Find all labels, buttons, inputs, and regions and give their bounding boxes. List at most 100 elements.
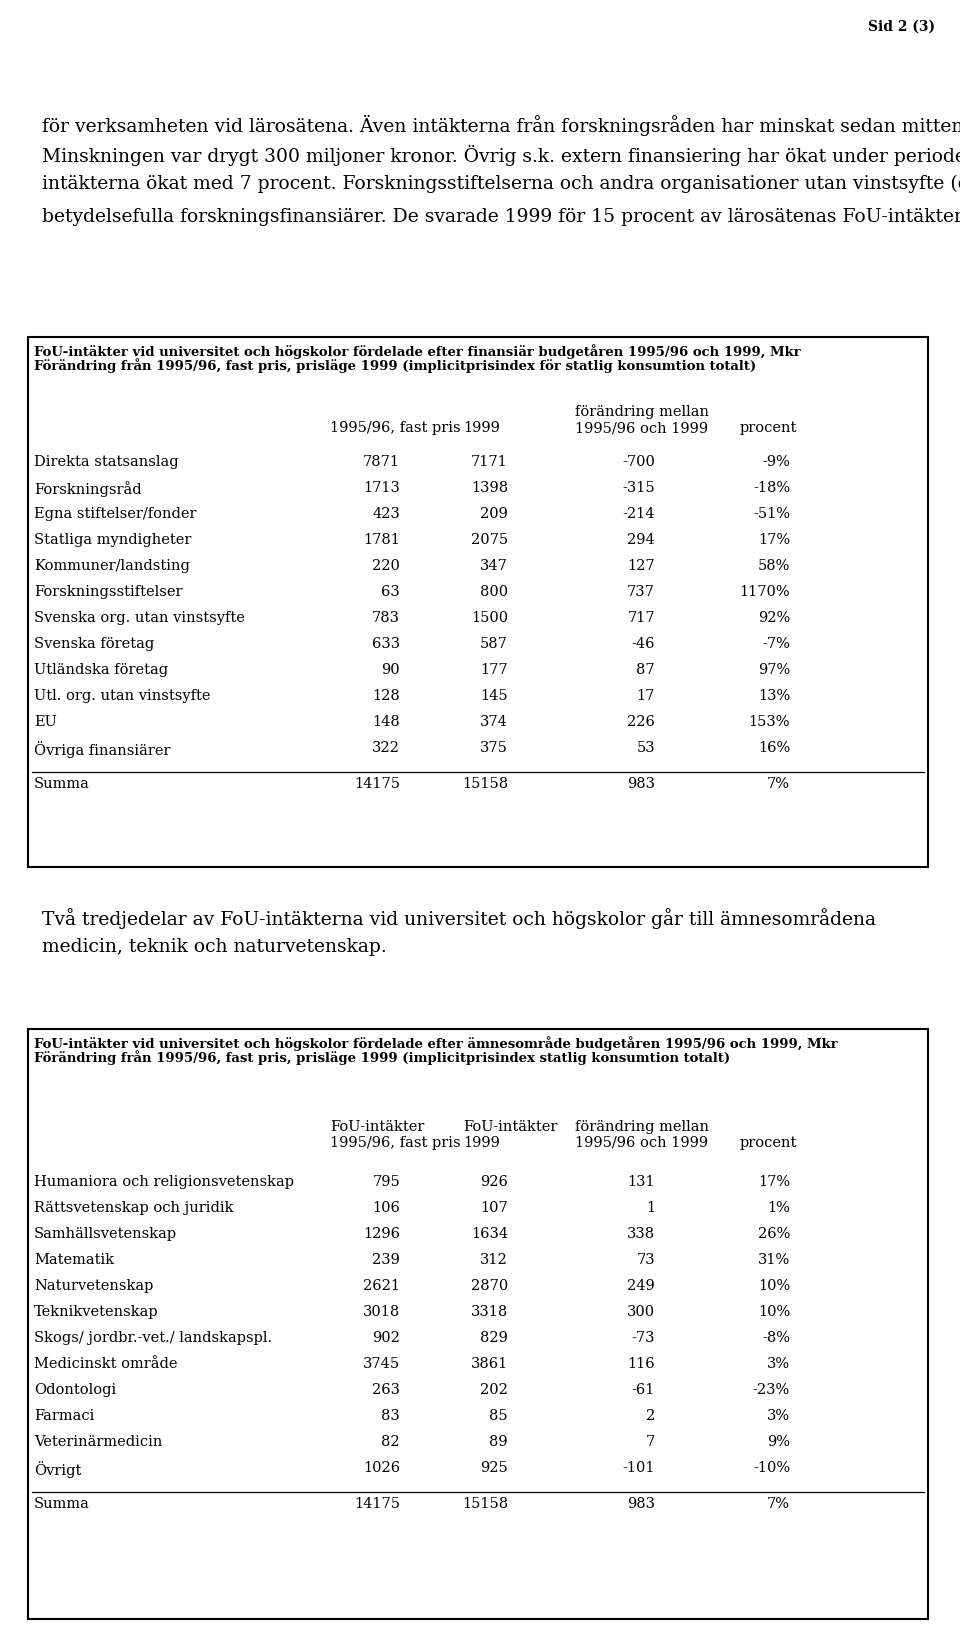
Text: Utländska företag: Utländska företag — [34, 662, 168, 676]
Text: -9%: -9% — [762, 455, 790, 469]
Text: Utl. org. utan vinstsyfte: Utl. org. utan vinstsyfte — [34, 688, 210, 703]
Text: 202: 202 — [480, 1382, 508, 1397]
Text: Samhällsvetenskap: Samhällsvetenskap — [34, 1226, 178, 1240]
Text: Forskningsstiftelser: Forskningsstiftelser — [34, 585, 182, 598]
Text: Förändring från 1995/96, fast pris, prisläge 1999 (implicitprisindex statlig kon: Förändring från 1995/96, fast pris, pris… — [34, 1050, 731, 1064]
Text: Forskningsråd: Forskningsråd — [34, 481, 142, 497]
Text: 1500: 1500 — [470, 611, 508, 624]
Text: 1: 1 — [646, 1200, 655, 1214]
Text: 800: 800 — [480, 585, 508, 598]
Text: 263: 263 — [372, 1382, 400, 1397]
Text: intäkterna ökat med 7 procent. Forskningsstiftelserna och andra organisationer u: intäkterna ökat med 7 procent. Forskning… — [42, 174, 960, 192]
Text: Egna stiftelser/fonder: Egna stiftelser/fonder — [34, 507, 197, 520]
Text: 2621: 2621 — [363, 1278, 400, 1293]
Text: 1634: 1634 — [470, 1226, 508, 1240]
Text: -46: -46 — [632, 637, 655, 650]
Text: 153%: 153% — [749, 714, 790, 729]
Text: FoU-intäkter vid universitet och högskolor fördelade efter finansiär budgetåren : FoU-intäkter vid universitet och högskol… — [34, 344, 801, 359]
Text: FoU-intäkter: FoU-intäkter — [463, 1120, 558, 1133]
Text: 294: 294 — [627, 533, 655, 546]
Text: 7871: 7871 — [363, 455, 400, 469]
Text: 2870: 2870 — [470, 1278, 508, 1293]
Text: 177: 177 — [480, 662, 508, 676]
Text: 1995/96 och 1999: 1995/96 och 1999 — [575, 421, 708, 435]
Text: Svenska org. utan vinstsyfte: Svenska org. utan vinstsyfte — [34, 611, 245, 624]
Text: Matematik: Matematik — [34, 1252, 114, 1267]
Bar — [28, 1030, 928, 1619]
Text: -315: -315 — [622, 481, 655, 494]
Text: Direkta statsanslag: Direkta statsanslag — [34, 455, 179, 469]
Text: 1296: 1296 — [363, 1226, 400, 1240]
Text: 7%: 7% — [767, 1496, 790, 1509]
Text: 13%: 13% — [757, 688, 790, 703]
Text: 1781: 1781 — [363, 533, 400, 546]
Text: 73: 73 — [636, 1252, 655, 1267]
Text: Medicinskt område: Medicinskt område — [34, 1356, 178, 1371]
Text: 220: 220 — [372, 559, 400, 572]
Text: 375: 375 — [480, 740, 508, 755]
Text: 9%: 9% — [767, 1434, 790, 1447]
Text: Svenska företag: Svenska företag — [34, 637, 155, 650]
Text: betydelsefulla forskningsfinansiärer. De svarade 1999 för 15 procent av lärosäte: betydelsefulla forskningsfinansiärer. De… — [42, 205, 960, 227]
Text: 795: 795 — [372, 1174, 400, 1188]
Text: Övriga finansiärer: Övriga finansiärer — [34, 740, 171, 758]
Text: 312: 312 — [480, 1252, 508, 1267]
Text: 97%: 97% — [757, 662, 790, 676]
Text: 15158: 15158 — [462, 776, 508, 791]
Text: 16%: 16% — [757, 740, 790, 755]
Text: 17: 17 — [636, 688, 655, 703]
Text: 116: 116 — [628, 1356, 655, 1371]
Text: 3%: 3% — [767, 1408, 790, 1421]
Text: 128: 128 — [372, 688, 400, 703]
Text: Övrigt: Övrigt — [34, 1460, 82, 1477]
Text: procent: procent — [740, 1136, 798, 1149]
Text: 717: 717 — [628, 611, 655, 624]
Text: -101: -101 — [622, 1460, 655, 1474]
Text: 2075: 2075 — [470, 533, 508, 546]
Text: 7%: 7% — [767, 776, 790, 791]
Text: 3%: 3% — [767, 1356, 790, 1371]
Text: -214: -214 — [622, 507, 655, 520]
Text: 131: 131 — [628, 1174, 655, 1188]
Text: 3018: 3018 — [363, 1304, 400, 1319]
Text: 145: 145 — [480, 688, 508, 703]
Text: 338: 338 — [627, 1226, 655, 1240]
Text: 925: 925 — [480, 1460, 508, 1474]
Text: 829: 829 — [480, 1330, 508, 1345]
Text: förändring mellan: förändring mellan — [575, 404, 709, 419]
Text: Summa: Summa — [34, 1496, 90, 1509]
Text: -7%: -7% — [762, 637, 790, 650]
Text: 26%: 26% — [757, 1226, 790, 1240]
Text: 737: 737 — [627, 585, 655, 598]
Text: Två tredjedelar av FoU-intäkterna vid universitet och högskolor går till ämnesom: Två tredjedelar av FoU-intäkterna vid un… — [42, 908, 876, 929]
Text: 53: 53 — [636, 740, 655, 755]
Text: Farmaci: Farmaci — [34, 1408, 94, 1421]
Text: Summa: Summa — [34, 776, 90, 791]
Text: 1%: 1% — [767, 1200, 790, 1214]
Text: 10%: 10% — [757, 1278, 790, 1293]
Text: 10%: 10% — [757, 1304, 790, 1319]
Text: FoU-intäkter vid universitet och högskolor fördelade efter ämnesområde budgetåre: FoU-intäkter vid universitet och högskol… — [34, 1035, 838, 1050]
Text: -73: -73 — [632, 1330, 655, 1345]
Text: 1995/96, fast pris: 1995/96, fast pris — [330, 1136, 461, 1149]
Text: Veterinärmedicin: Veterinärmedicin — [34, 1434, 162, 1447]
Text: -23%: -23% — [753, 1382, 790, 1397]
Text: 107: 107 — [480, 1200, 508, 1214]
Text: Sid 2 (3): Sid 2 (3) — [868, 20, 935, 34]
Text: 926: 926 — [480, 1174, 508, 1188]
Text: 85: 85 — [490, 1408, 508, 1421]
Text: 347: 347 — [480, 559, 508, 572]
Text: 1999: 1999 — [463, 421, 500, 435]
Text: 1398: 1398 — [470, 481, 508, 494]
Text: 15158: 15158 — [462, 1496, 508, 1509]
Text: 1713: 1713 — [363, 481, 400, 494]
Text: -700: -700 — [622, 455, 655, 469]
Text: 17%: 17% — [757, 533, 790, 546]
Text: 587: 587 — [480, 637, 508, 650]
Text: 783: 783 — [372, 611, 400, 624]
Text: förändring mellan: förändring mellan — [575, 1120, 709, 1133]
Text: 87: 87 — [636, 662, 655, 676]
Text: 249: 249 — [627, 1278, 655, 1293]
Text: 106: 106 — [372, 1200, 400, 1214]
Text: 374: 374 — [480, 714, 508, 729]
